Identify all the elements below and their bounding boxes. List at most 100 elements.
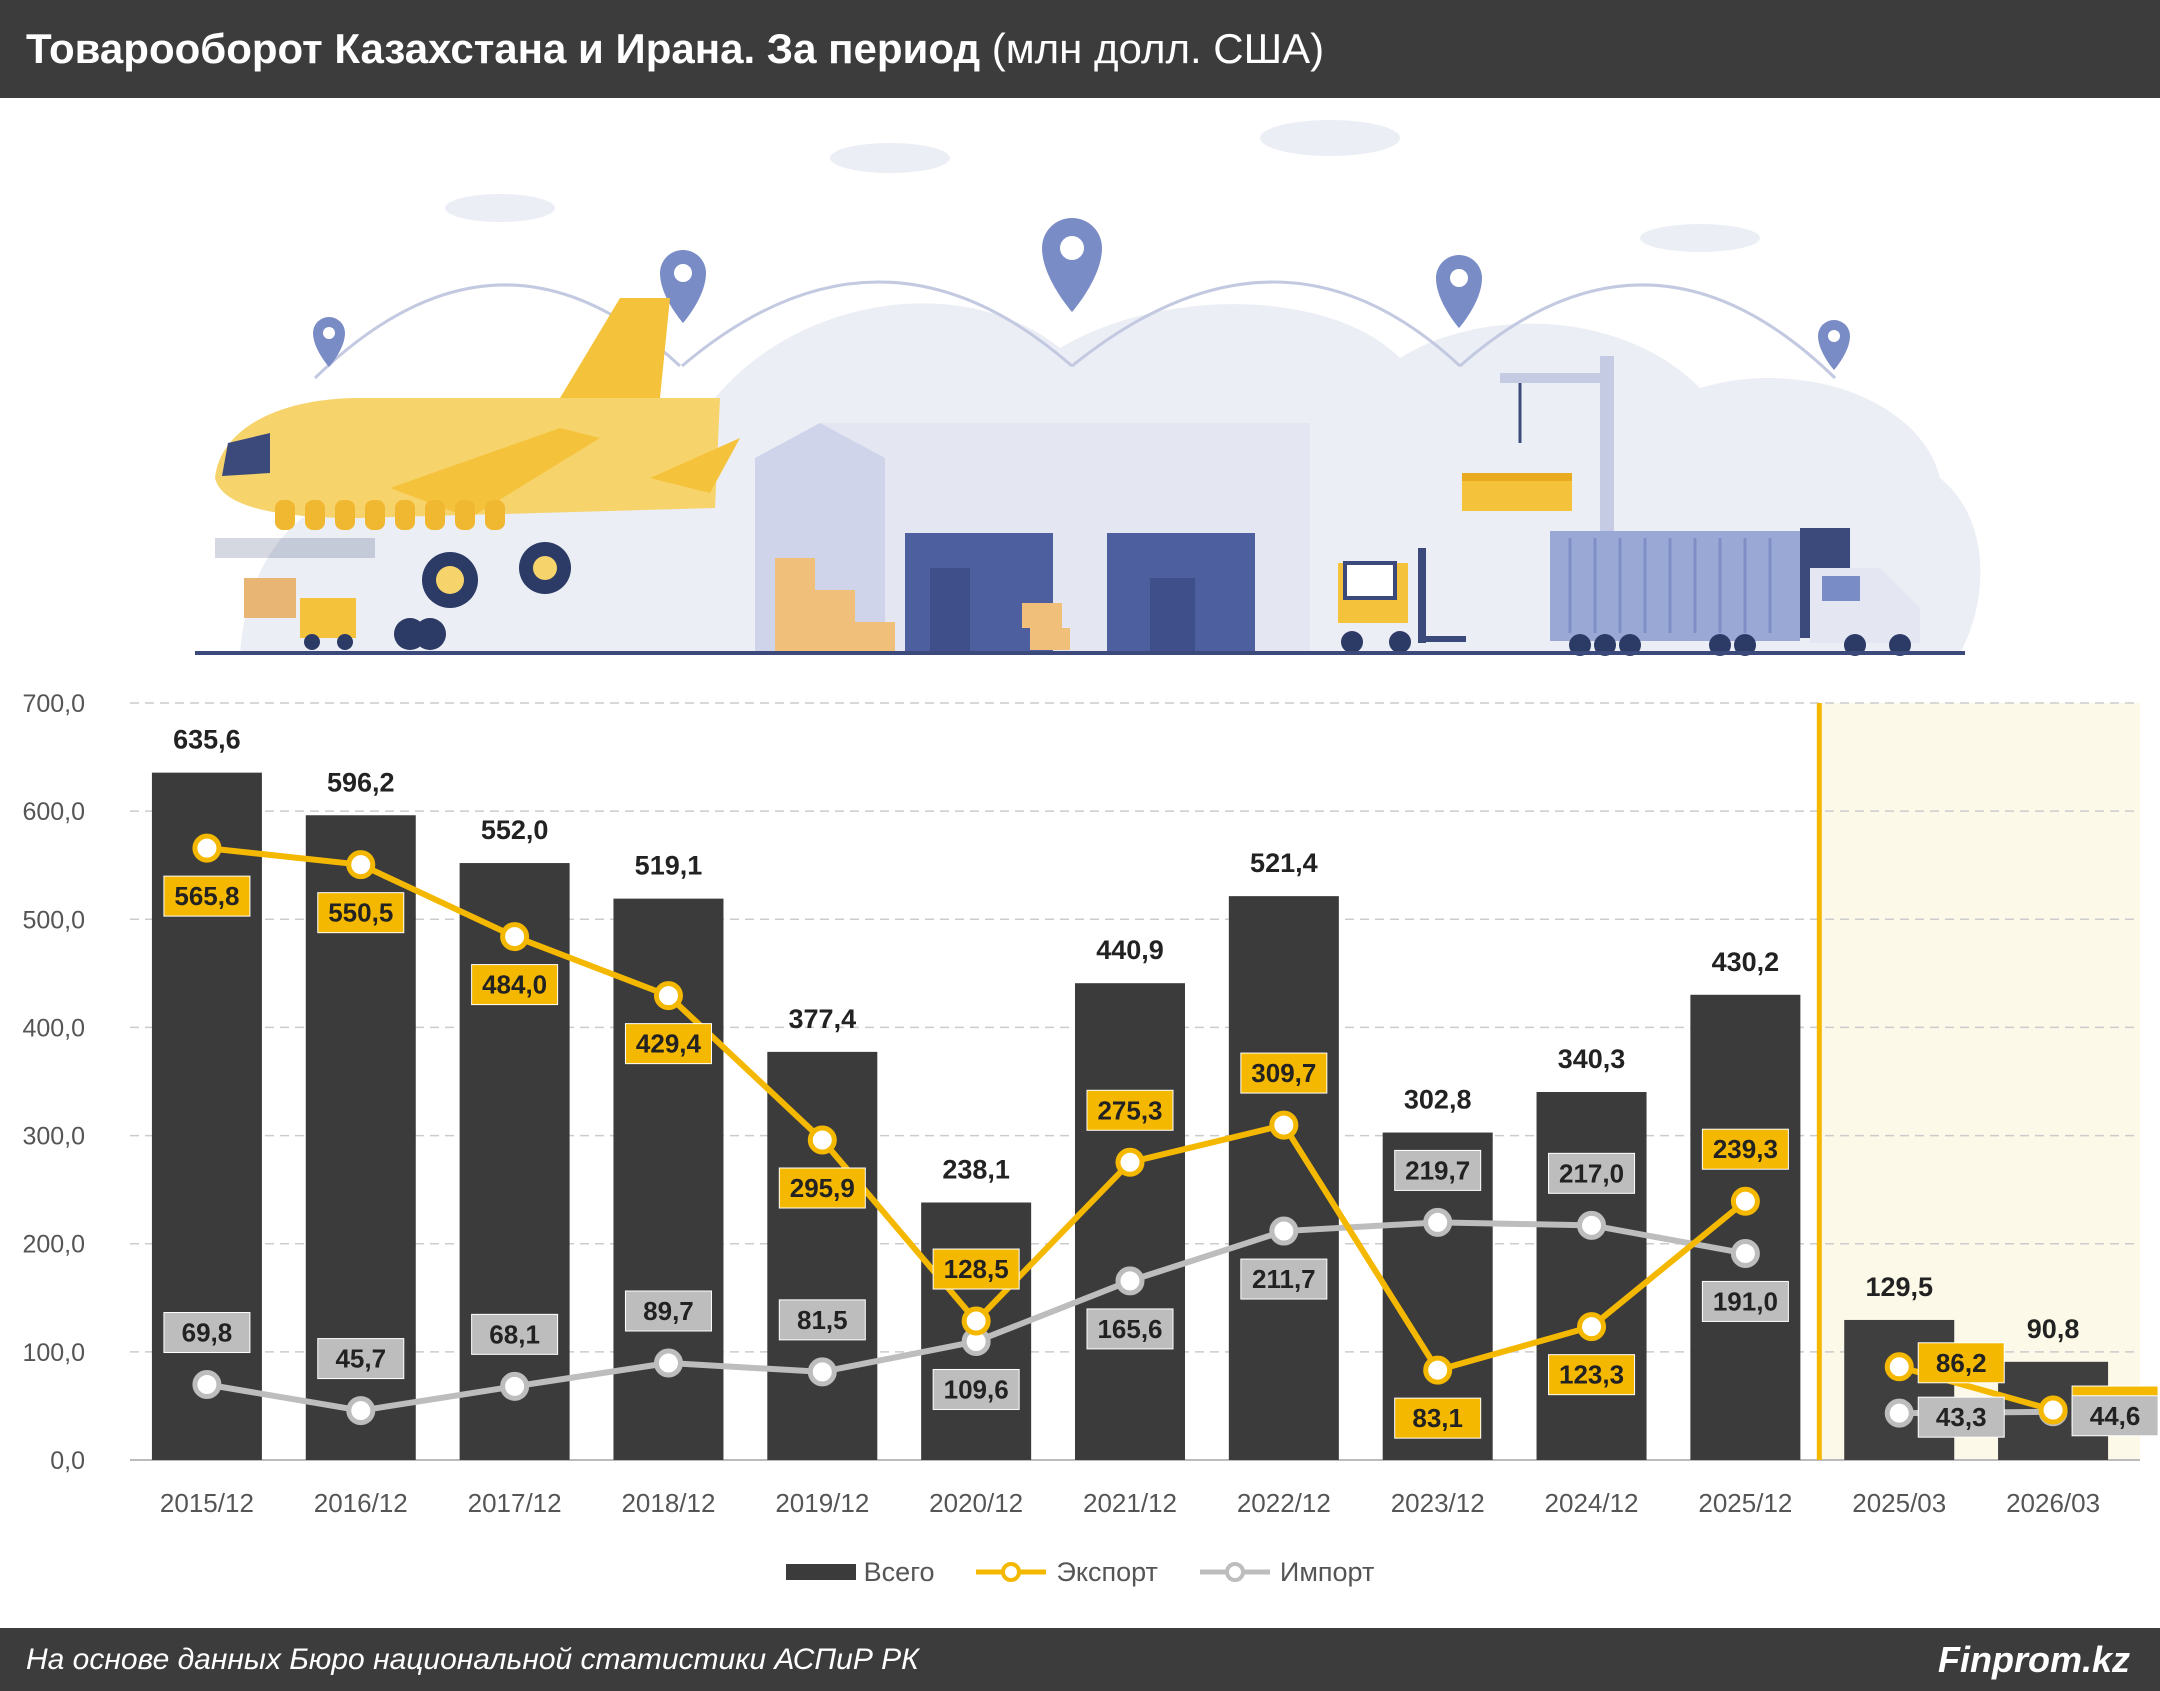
- x-tick-label: 2017/12: [468, 1488, 562, 1518]
- data-label-box-import: [1917, 1396, 2005, 1438]
- data-label-import: 219,7: [1405, 1155, 1470, 1185]
- y-tick-label: 500,0: [22, 906, 85, 934]
- airplane-icon: [215, 298, 740, 650]
- trade-chart: 0,0 100,0 200,0 300,0 400,0 500,0 600,0 700,0 63…: [22, 690, 2159, 1518]
- data-label-import: 191,0: [1713, 1286, 1778, 1316]
- point-export: [1730, 1186, 1760, 1216]
- data-label-import: 43,3: [1936, 1402, 1987, 1432]
- x-tick-label: 2018/12: [621, 1488, 715, 1518]
- bar-total: [1536, 1091, 1647, 1460]
- legend-label-export: Экспорт: [1056, 1556, 1158, 1587]
- data-label-box-import: [778, 1299, 866, 1341]
- data-label-export: 484,0: [482, 970, 547, 1000]
- point-export: [961, 1306, 991, 1336]
- point-import: [1577, 1210, 1607, 1240]
- data-label-total: 129,5: [1865, 1272, 1933, 1302]
- legend-swatch-total: [785, 1564, 856, 1580]
- data-label-total: 238,1: [942, 1155, 1010, 1185]
- data-label-box-import: [624, 1290, 712, 1332]
- data-label-total: 440,9: [1096, 935, 1164, 965]
- x-tick-label: 2020/12: [929, 1488, 1023, 1518]
- legend-swatch-import: [1199, 1562, 1270, 1582]
- data-label-export: 565,8: [174, 881, 239, 911]
- x-tick-label: 2019/12: [775, 1488, 869, 1518]
- data-label-total: 340,3: [1558, 1044, 1626, 1074]
- x-tick-label: 2023/12: [1391, 1488, 1485, 1518]
- bar-total: [1844, 1319, 1955, 1460]
- y-tick-label: 700,0: [22, 690, 85, 718]
- data-label-box-export: [624, 1023, 712, 1065]
- location-pin-icons: [313, 218, 1850, 370]
- data-label-box-export: [932, 1248, 1020, 1290]
- legend-item-import: Импорт: [1198, 1557, 1374, 1588]
- data-label-total: 521,4: [1250, 848, 1318, 878]
- data-label-box-import: [1701, 1280, 1789, 1322]
- data-label-export: 86,2: [1936, 1348, 1987, 1378]
- x-tick-label: 2016/12: [314, 1488, 408, 1518]
- data-label-import: 89,7: [643, 1296, 694, 1326]
- point-import: [1423, 1207, 1453, 1237]
- data-label-box-import: [471, 1313, 559, 1355]
- point-export: [653, 981, 683, 1011]
- data-label-box-import: [2071, 1395, 2159, 1437]
- data-label-export: 295,9: [790, 1173, 855, 1203]
- data-label-total: 596,2: [327, 767, 395, 797]
- point-export: [500, 922, 530, 952]
- y-tick-label: 600,0: [22, 798, 85, 826]
- data-label-export: 239,3: [1713, 1134, 1778, 1164]
- data-label-export: 83,1: [1412, 1403, 1463, 1433]
- y-tick-label: 400,0: [22, 1014, 85, 1042]
- point-export: [192, 833, 222, 863]
- point-export: [1577, 1312, 1607, 1342]
- bar-total: [459, 863, 570, 1460]
- warehouse-icon: [755, 423, 1310, 653]
- data-label-box-import: [1240, 1258, 1328, 1300]
- point-import: [1115, 1266, 1145, 1296]
- data-label-total: 90,8: [2027, 1314, 2080, 1344]
- chart-title: Товарооборот Казахстана и Ирана. За пери…: [26, 25, 981, 72]
- data-label-total: 552,0: [481, 815, 549, 845]
- data-label-total: 635,6: [173, 725, 241, 755]
- source-note: На основе данных Бюро национальной стати…: [26, 1643, 919, 1676]
- y-tick-label: 300,0: [22, 1123, 85, 1151]
- crane-icon: [1462, 356, 1614, 626]
- data-label-import: 68,1: [489, 1319, 540, 1349]
- point-export: [1115, 1147, 1145, 1177]
- data-label-export: 128,5: [944, 1254, 1009, 1284]
- data-label-box-export: [1240, 1052, 1328, 1094]
- data-label-total: 430,2: [1712, 947, 1780, 977]
- y-tick-label: 200,0: [22, 1231, 85, 1259]
- data-label-box-export: [1394, 1397, 1482, 1439]
- point-export: [2038, 1395, 2068, 1425]
- data-label-import: 165,6: [1097, 1314, 1162, 1344]
- data-label-box-export: [778, 1167, 866, 1209]
- data-label-box-import: [1394, 1149, 1482, 1191]
- data-label-export: 309,7: [1251, 1058, 1316, 1088]
- truck-icon: [1550, 528, 1920, 656]
- data-label-box-import: [1086, 1308, 1174, 1350]
- x-tick-label: 2022/12: [1237, 1488, 1331, 1518]
- legend-item-total: Всего: [785, 1557, 934, 1588]
- point-export: [1269, 1110, 1299, 1140]
- brand-logo-text: Finprom.kz: [1937, 1639, 2130, 1680]
- point-import: [192, 1370, 222, 1400]
- data-label-import: 211,7: [1252, 1264, 1316, 1294]
- data-label-import: 81,5: [797, 1305, 848, 1335]
- data-label-box-export: [1917, 1342, 2005, 1384]
- data-label-export: 275,3: [1097, 1095, 1162, 1125]
- point-import: [1269, 1216, 1299, 1246]
- x-tick-label: 2025/03: [1852, 1488, 1946, 1518]
- point-import: [807, 1357, 837, 1387]
- x-tick-label: 2024/12: [1545, 1488, 1639, 1518]
- data-label-box-import: [1548, 1152, 1636, 1194]
- chart-title-bar: Товарооборот Казахстана и Ирана. За пери…: [0, 0, 2160, 98]
- data-label-export: 550,5: [328, 898, 393, 928]
- bar-total: [767, 1051, 878, 1460]
- bar-total: [1228, 896, 1339, 1460]
- point-import: [1884, 1398, 1914, 1428]
- forklift-icon: [1338, 548, 1466, 653]
- data-label-import: 109,6: [944, 1374, 1009, 1404]
- point-export: [346, 850, 376, 880]
- data-label-box-export: [1086, 1089, 1174, 1131]
- data-label-total: 377,4: [789, 1004, 857, 1034]
